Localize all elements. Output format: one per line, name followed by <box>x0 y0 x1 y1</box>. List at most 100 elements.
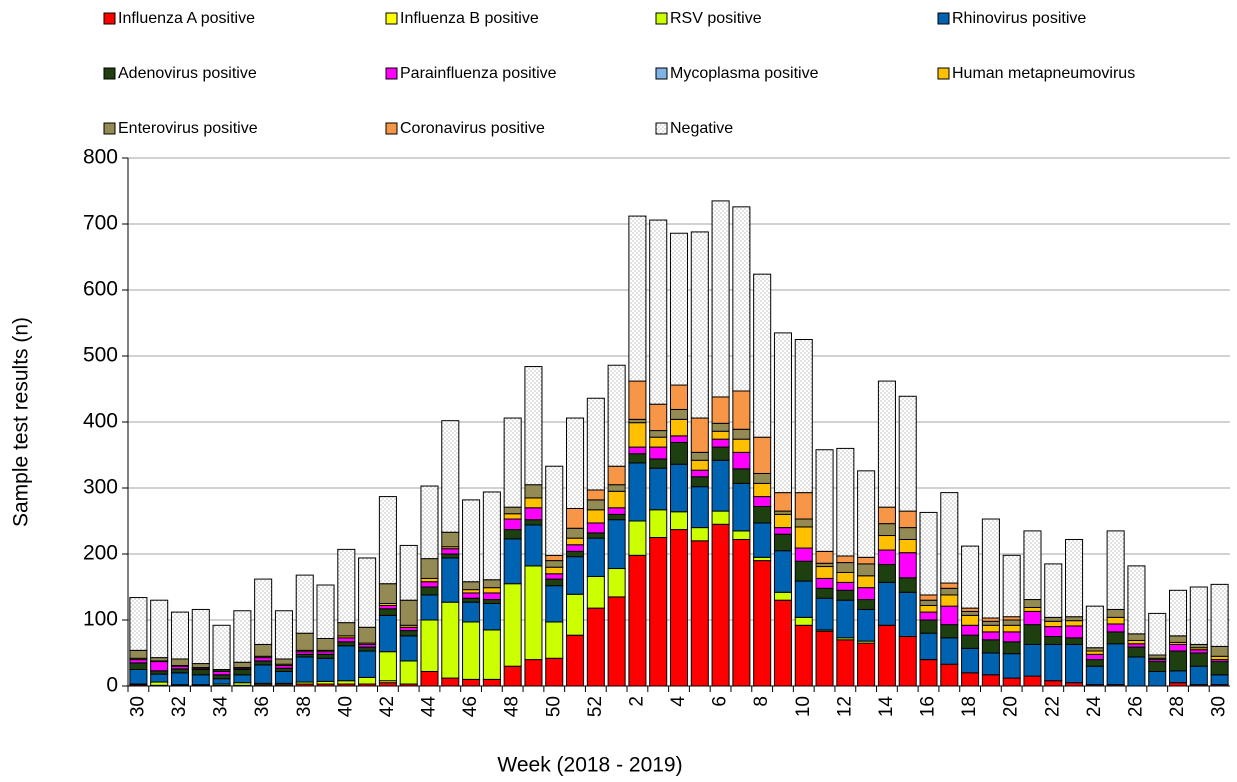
bar-segment <box>690 417 709 453</box>
legend-swatch <box>385 122 398 135</box>
bar-segment <box>545 465 564 556</box>
bar-segment <box>191 608 210 665</box>
bar-segment <box>732 538 751 687</box>
bar-segment <box>129 597 148 651</box>
bar-segment <box>1168 589 1188 637</box>
bar-segment <box>607 484 626 492</box>
bar-segment <box>669 418 689 437</box>
bar-segment <box>753 482 772 498</box>
x-tick-label: 18 <box>959 696 980 717</box>
bar-segment <box>690 451 709 461</box>
bar-segment <box>732 206 751 392</box>
bar-segment <box>1106 616 1125 625</box>
bar-segment <box>254 643 273 657</box>
bar-segment <box>1106 631 1125 645</box>
legend-label: Human metapneumovirus <box>952 65 1135 82</box>
bar-segment <box>857 470 876 558</box>
bar-segment <box>1002 624 1021 633</box>
bar-segment <box>711 459 730 512</box>
bar-segment <box>857 642 876 687</box>
bar-segment <box>919 604 938 613</box>
bar-segment <box>212 674 231 680</box>
bar-segment <box>773 550 792 593</box>
bar-segment <box>295 632 314 651</box>
legend-swatch <box>103 12 116 25</box>
bar-segment <box>794 339 813 494</box>
bar-segment <box>773 513 792 529</box>
bar-segment <box>753 273 772 438</box>
bar-segment <box>170 672 190 686</box>
bar-segment <box>254 664 273 684</box>
x-tick-label: 4 <box>668 696 689 707</box>
bar-segment <box>773 492 792 512</box>
bar-segment <box>420 558 439 579</box>
bar-segment <box>649 446 668 460</box>
bar-segment <box>836 562 855 573</box>
bar-segment <box>1023 599 1042 608</box>
bar-segment <box>1002 631 1021 643</box>
bar-segment <box>690 231 709 419</box>
legend-swatch <box>103 67 116 80</box>
bar-segment <box>254 660 273 666</box>
bar-segment <box>1148 670 1167 687</box>
bar-segment <box>961 624 980 636</box>
bar-segment <box>857 587 876 601</box>
bar-segment <box>981 518 1000 619</box>
bar-segment <box>441 531 460 548</box>
bar-segment <box>628 520 647 556</box>
x-tick-label: 44 <box>419 696 440 718</box>
y-tick-label: 700 <box>83 212 118 235</box>
bar-segment <box>129 669 148 685</box>
bar-segment <box>836 599 855 639</box>
bar-segment <box>358 557 377 628</box>
bar-segment <box>586 537 605 577</box>
bar-segment <box>441 601 460 679</box>
bar-segment <box>462 597 481 603</box>
bar-segment <box>649 430 668 438</box>
legend-label: Adenovirus positive <box>118 65 257 82</box>
x-tick-label: 32 <box>169 696 190 717</box>
x-tick-label: 30 <box>127 696 148 717</box>
bar-segment <box>815 587 834 599</box>
bar-segment <box>711 396 730 424</box>
legend-label: Mycoplasma positive <box>670 65 819 82</box>
bar-segment <box>649 403 668 432</box>
bar-segment <box>711 430 730 440</box>
bar-segment <box>1106 608 1125 618</box>
bar-segment <box>794 616 813 626</box>
bar-segment <box>877 506 896 525</box>
bar-segment <box>191 674 210 686</box>
bar-segment <box>441 420 460 533</box>
bar-segment <box>1168 635 1188 643</box>
y-tick-label: 200 <box>83 542 118 565</box>
bar-segment <box>482 592 501 601</box>
bar-segment <box>1065 637 1084 645</box>
y-tick-label: 800 <box>83 146 118 169</box>
bar-segment <box>586 499 605 511</box>
bar-segment <box>316 657 335 682</box>
bar-segment <box>607 596 626 687</box>
bar-segment <box>420 581 439 588</box>
bar-segment <box>815 550 834 564</box>
bar-segment <box>212 624 231 671</box>
legend-label: Negative <box>670 120 733 137</box>
bar-segment <box>524 497 543 509</box>
bar-segment <box>586 509 605 524</box>
bar-segment <box>1210 583 1229 647</box>
bar-segment <box>753 522 772 558</box>
bar-segment <box>836 639 855 687</box>
bar-segment <box>482 599 501 604</box>
y-tick-label: 600 <box>83 278 118 301</box>
bar-segment <box>337 637 356 643</box>
bar-segment <box>482 587 501 594</box>
bar-segment <box>607 519 626 570</box>
bar-segment <box>566 544 585 552</box>
bar-segment <box>1210 674 1229 686</box>
bar-segment <box>503 538 522 585</box>
bar-segment <box>794 624 813 687</box>
legend-label: Coronavirus positive <box>400 120 545 137</box>
bar-segment <box>482 629 501 680</box>
bar-segment <box>1148 612 1167 656</box>
bar-segment <box>732 530 751 540</box>
x-tick-label: 22 <box>1042 696 1063 717</box>
